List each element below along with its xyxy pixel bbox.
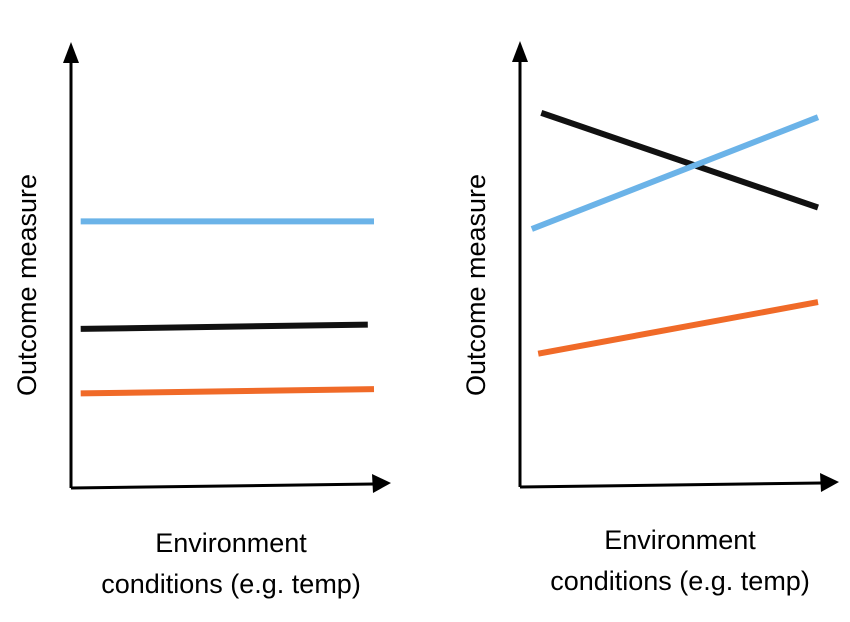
x-axis-arrow-left	[372, 474, 391, 493]
chart-left: Outcome measure Environment conditions (…	[12, 42, 391, 599]
x-axis-left	[70, 482, 375, 490]
x-axis-label-right-line2: conditions (e.g. temp)	[550, 566, 810, 596]
series-line-right-orange	[537, 299, 819, 357]
y-axis-arrow-right	[512, 41, 528, 62]
series-line-right-blue	[530, 114, 820, 232]
y-axis-label-left: Outcome measure	[12, 174, 42, 396]
x-axis-label-left-line1: Environment	[155, 528, 307, 558]
y-axis-arrow-left	[63, 42, 79, 63]
series-line-left-black	[80, 321, 368, 332]
x-axis-right	[519, 481, 823, 489]
chart-right: Outcome measure Environment conditions (…	[461, 41, 839, 596]
x-axis-label-left-line2: conditions (e.g. temp)	[101, 569, 361, 599]
y-axis-label-right: Outcome measure	[461, 174, 491, 396]
x-axis-arrow-right	[820, 473, 839, 492]
x-axis-label-right-line1: Environment	[604, 525, 756, 555]
series-line-right-black	[540, 110, 819, 211]
series-line-left-orange	[80, 386, 375, 397]
